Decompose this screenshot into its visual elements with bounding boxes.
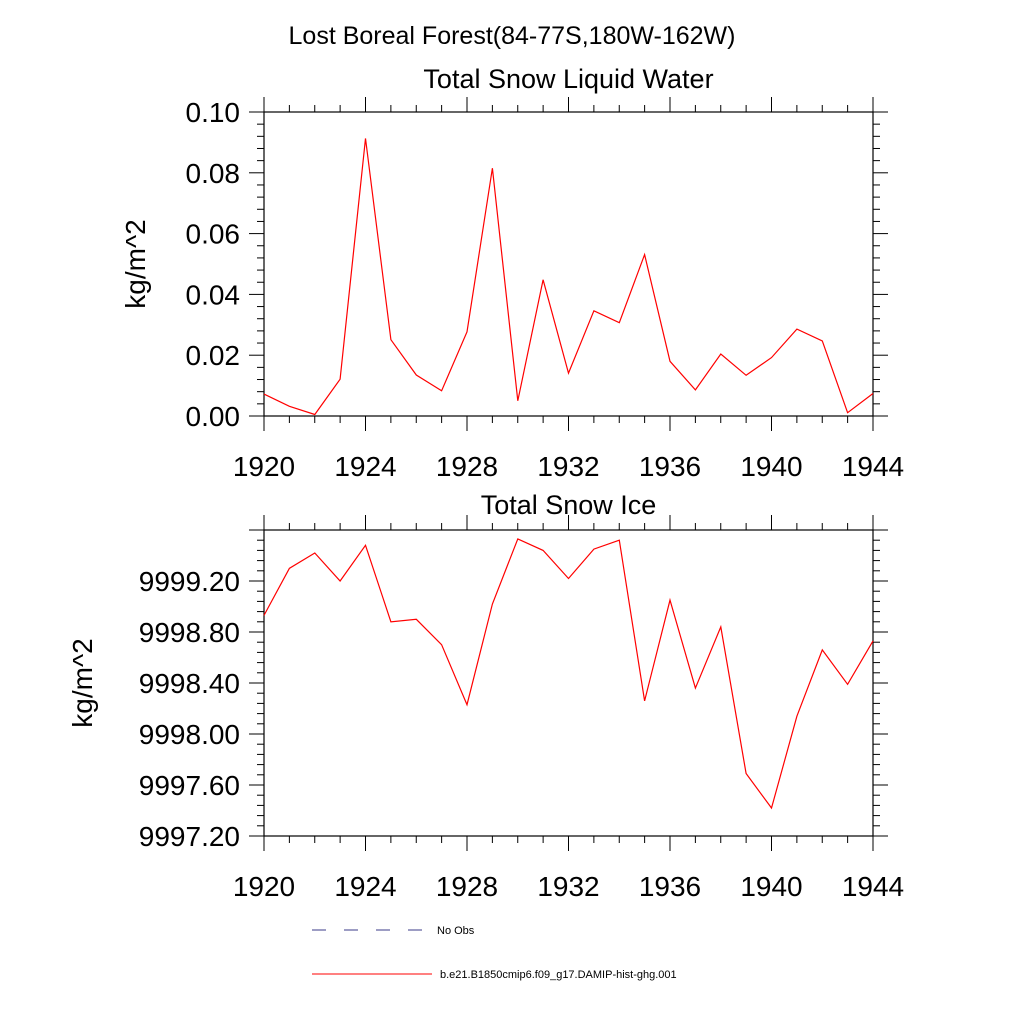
chart2-y-tick-label: 9997.20 bbox=[139, 821, 240, 852]
legend-model-label: b.e21.B1850cmip6.f09_g17.DAMIP-hist-ghg.… bbox=[440, 969, 677, 981]
chart1-x-tick-label: 1928 bbox=[436, 451, 498, 482]
chart2-x-tick-label: 1944 bbox=[842, 871, 904, 902]
chart2-x-tick-label: 1936 bbox=[639, 871, 701, 902]
chart2-y-tick-label: 9998.00 bbox=[139, 719, 240, 750]
chart2-y-tick-label: 9999.20 bbox=[139, 566, 240, 597]
chart2-x-tick-label: 1928 bbox=[436, 871, 498, 902]
chart1-y-axis-label: kg/m^2 bbox=[120, 219, 151, 308]
chart1-plot-frame bbox=[263, 111, 874, 417]
chart1-x-tick-label: 1924 bbox=[334, 451, 396, 482]
chart1-title: Total Snow Liquid Water bbox=[423, 64, 713, 94]
chart2-y-tick-label: 9998.40 bbox=[139, 668, 240, 699]
chart2-plot-frame bbox=[263, 529, 874, 837]
chart1-x-tick-label: 1944 bbox=[842, 451, 904, 482]
legend: No Obs b.e21.B1850cmip6.f09_g17.DAMIP-hi… bbox=[312, 925, 677, 981]
chart2-y-axis-label: kg/m^2 bbox=[67, 638, 98, 727]
chart1-x-tick-label: 1932 bbox=[537, 451, 599, 482]
chart1-x-tick-label: 1940 bbox=[740, 451, 802, 482]
chart1-x-tick-label: 1936 bbox=[639, 451, 701, 482]
chart1-y-tick-label: 0.04 bbox=[186, 279, 241, 310]
chart2-x-tick-label: 1920 bbox=[233, 871, 295, 902]
chart2-y-tick-label: 9998.80 bbox=[139, 617, 240, 648]
legend-no-obs-label: No Obs bbox=[437, 925, 475, 937]
chart1-series-line-1 bbox=[263, 138, 874, 416]
chart2-x-tick-label: 1932 bbox=[537, 871, 599, 902]
chart1-y-tick-label: 0.00 bbox=[186, 401, 241, 432]
chart1-y-tick-label: 0.10 bbox=[186, 97, 241, 128]
chart2-series-line-1 bbox=[263, 538, 874, 810]
figure-main-title: Lost Boreal Forest(84-77S,180W-162W) bbox=[289, 22, 736, 50]
chart1-y-tick-label: 0.08 bbox=[186, 158, 241, 189]
chart2-x-tick-label: 1940 bbox=[740, 871, 802, 902]
chart1-y-tick-label: 0.02 bbox=[186, 340, 241, 371]
chart2-y-tick-label: 9997.60 bbox=[139, 770, 240, 801]
chart1-y-tick-label: 0.06 bbox=[186, 219, 241, 250]
chart1-x-tick-label: 1920 bbox=[233, 451, 295, 482]
chart2-x-tick-label: 1924 bbox=[334, 871, 396, 902]
